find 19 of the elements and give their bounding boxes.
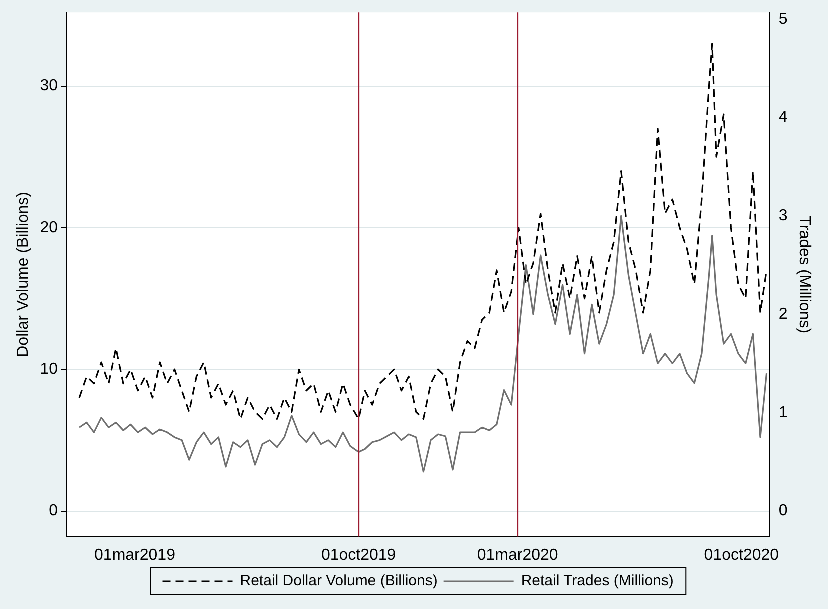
y-tick-label: 10 xyxy=(40,361,58,378)
y2-tick-label: 3 xyxy=(778,208,788,225)
y-tick-label: 20 xyxy=(40,219,58,236)
x-tick-label: 01oct2020 xyxy=(704,546,780,564)
legend-label: Retail Dollar Volume (Billions) xyxy=(240,572,438,590)
y-tick-label: 0 xyxy=(49,502,58,520)
x-tick-label: 01mar2020 xyxy=(477,546,558,564)
y2-tick-label: 4 xyxy=(778,109,788,126)
y2-tick-label: 0 xyxy=(778,502,788,520)
y2-tick-label: 5 xyxy=(778,10,788,28)
y-tick-label: 30 xyxy=(40,78,58,95)
y-axis-title: Dollar Volume (Billions) xyxy=(15,192,32,358)
legend-label: Retail Trades (Millions) xyxy=(521,572,674,590)
x-tick-label: 01mar2019 xyxy=(94,546,176,564)
line-series xyxy=(78,42,768,420)
x-tick-label: 01oct2019 xyxy=(321,546,396,564)
y2-tick-label: 1 xyxy=(778,404,788,422)
y2-axis-title: Trades (Millions) xyxy=(796,216,813,334)
y2-tick-label: 2 xyxy=(778,306,788,323)
